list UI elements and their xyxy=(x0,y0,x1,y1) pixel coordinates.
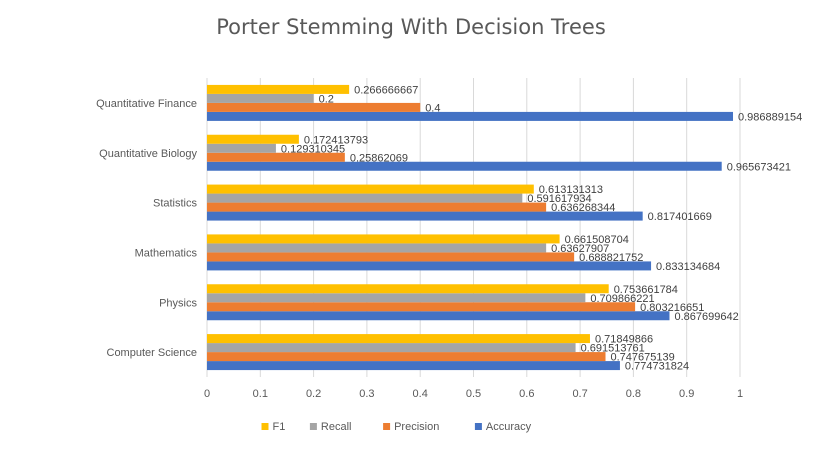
data-label: 0.591617934 xyxy=(527,193,591,205)
data-label: 0.613131313 xyxy=(539,184,603,196)
bar-recall xyxy=(207,243,547,253)
data-label: 0.986889154 xyxy=(738,111,802,123)
data-label: 0.266666667 xyxy=(354,84,418,96)
bar-precision xyxy=(207,302,636,312)
x-tick-label: 0.5 xyxy=(466,388,481,400)
bar-recall xyxy=(207,143,276,153)
data-label: 0.636268344 xyxy=(551,202,615,214)
bar-f1 xyxy=(207,234,560,244)
data-label: 0.691513761 xyxy=(581,343,645,355)
bar-f1 xyxy=(207,84,350,94)
bar-precision xyxy=(207,202,547,212)
y-axis: Computer Science Physics Mathematics Statis… xyxy=(96,98,197,359)
legend-label: F1 xyxy=(273,421,286,433)
x-tick-label: 0 xyxy=(204,388,210,400)
x-tick-label: 0.9 xyxy=(679,388,694,400)
data-label: 0.747675139 xyxy=(611,352,675,364)
data-label: 0.63627907 xyxy=(551,243,609,255)
bars xyxy=(207,84,734,371)
data-label: 0.965673421 xyxy=(727,161,791,173)
x-tick-label: 0.8 xyxy=(626,388,641,400)
legend-label: Recall xyxy=(321,421,352,433)
x-tick-label: 0.7 xyxy=(572,388,587,400)
bar-accuracy xyxy=(207,111,734,121)
bar-recall xyxy=(207,93,314,103)
data-label: 0.803216651 xyxy=(640,302,704,314)
x-tick-label: 0.3 xyxy=(359,388,374,400)
legend-label: Accuracy xyxy=(486,421,532,433)
bar-recall xyxy=(207,193,523,203)
category-label: Statistics xyxy=(153,198,198,210)
x-tick-label: 0.4 xyxy=(413,388,428,400)
legend: F1 Recall Precision Accuracy xyxy=(261,421,532,433)
data-labels: 0.7747318240.7476751390.6915137610.71849… xyxy=(281,84,802,372)
x-axis: 0 0.1 0.2 0.3 0.4 0.5 0.6 0.7 0.8 0.9 1 xyxy=(204,388,743,400)
bar-precision xyxy=(207,252,575,262)
bar-accuracy xyxy=(207,161,722,171)
legend-swatch xyxy=(309,423,317,430)
data-label: 0.129310345 xyxy=(281,143,345,155)
bar-f1 xyxy=(207,134,299,144)
legend-label: Precision xyxy=(394,421,439,433)
category-label: Physics xyxy=(159,297,197,309)
data-label: 0.833134684 xyxy=(656,261,720,273)
bar-precision xyxy=(207,152,345,162)
bar-accuracy xyxy=(207,211,643,221)
x-tick-label: 0.1 xyxy=(253,388,268,400)
bar-precision xyxy=(207,352,606,362)
data-label: 0.25862069 xyxy=(350,152,408,164)
bar-accuracy xyxy=(207,361,620,371)
bar-f1 xyxy=(207,184,534,194)
bar-f1 xyxy=(207,334,590,344)
bar-accuracy xyxy=(207,311,670,321)
bar-accuracy xyxy=(207,261,652,271)
bar-recall xyxy=(207,293,586,303)
data-label: 0.71849866 xyxy=(595,334,653,346)
gridlines xyxy=(206,78,741,377)
data-label: 0.661508704 xyxy=(565,234,629,246)
x-tick-label: 0.2 xyxy=(306,388,321,400)
category-label: Quantitative Finance xyxy=(96,98,197,110)
data-label: 0.688821752 xyxy=(579,252,643,264)
data-label: 0.867699642 xyxy=(674,311,738,323)
legend-swatch xyxy=(383,423,391,430)
x-tick-label: 1 xyxy=(737,388,743,400)
data-label: 0.172413793 xyxy=(304,134,368,146)
legend-swatch xyxy=(474,423,482,430)
bar-f1 xyxy=(207,284,609,294)
bar-precision xyxy=(207,102,421,112)
data-label: 0.709866221 xyxy=(590,293,654,305)
data-label: 0.2 xyxy=(319,93,334,105)
legend-swatch xyxy=(261,423,269,430)
category-label: Mathematics xyxy=(135,247,198,259)
x-tick-label: 0.6 xyxy=(519,388,534,400)
data-label: 0.774731824 xyxy=(625,361,689,373)
data-label: 0.753661784 xyxy=(614,284,678,296)
category-label: Quantitative Biology xyxy=(99,148,197,160)
data-label: 0.4 xyxy=(425,102,440,114)
chart-title: Porter Stemming With Decision Trees xyxy=(216,15,606,39)
bar-recall xyxy=(207,343,576,353)
category-label: Computer Science xyxy=(107,347,198,359)
data-label: 0.817401669 xyxy=(648,211,712,223)
